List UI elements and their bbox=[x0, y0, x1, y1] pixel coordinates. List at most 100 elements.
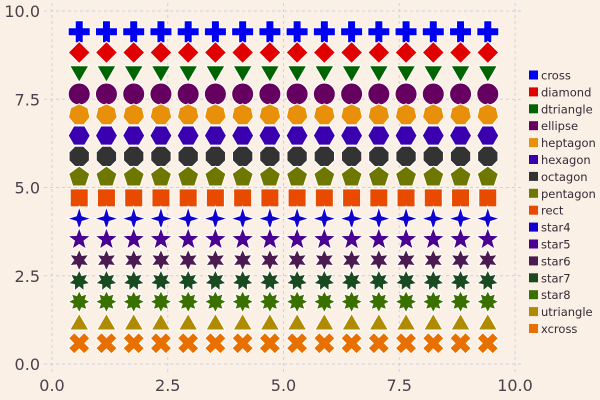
legend-label: star7 bbox=[541, 271, 571, 285]
diamond-point bbox=[367, 40, 391, 65]
legend-swatch-star7 bbox=[529, 273, 538, 283]
star6-point bbox=[477, 247, 499, 273]
star7-point bbox=[121, 268, 146, 292]
star5-point bbox=[120, 225, 147, 251]
rect-point bbox=[124, 188, 144, 208]
ellipse-point bbox=[449, 82, 473, 106]
ellipse-point bbox=[312, 82, 336, 106]
legend-swatch-hexagon bbox=[529, 155, 538, 164]
diamond-point bbox=[67, 40, 91, 65]
star8-point bbox=[148, 289, 174, 314]
star8-point bbox=[366, 289, 391, 314]
star5-point bbox=[284, 225, 310, 251]
legend-swatch-dtriangle bbox=[529, 104, 538, 114]
pentagon-point bbox=[313, 165, 336, 187]
star7-point bbox=[176, 268, 201, 292]
xcross-point bbox=[421, 331, 445, 355]
legend-label: pentagon bbox=[541, 187, 596, 201]
utriangle-point bbox=[150, 312, 172, 331]
heptagon-point bbox=[258, 103, 282, 126]
diamond-point bbox=[448, 40, 473, 65]
utriangle-point bbox=[96, 312, 117, 331]
legend-label: octagon bbox=[541, 170, 588, 184]
data-points bbox=[65, 20, 502, 355]
hexagon-point bbox=[367, 125, 391, 146]
utriangle-point bbox=[395, 312, 417, 331]
hexagon-point bbox=[176, 125, 200, 146]
dtriangle-point bbox=[232, 65, 254, 84]
x-tick-label: 10.0 bbox=[497, 376, 533, 395]
star8-point bbox=[94, 289, 119, 314]
rect-point bbox=[423, 188, 443, 208]
star5-point bbox=[338, 225, 365, 251]
pentagon-point bbox=[286, 165, 309, 187]
x-tick-label: 7.5 bbox=[387, 376, 412, 395]
star7-point bbox=[258, 268, 282, 292]
rect-point bbox=[478, 188, 498, 208]
legend-label: star5 bbox=[541, 238, 571, 252]
star5-point bbox=[311, 225, 338, 251]
star5-point bbox=[93, 225, 120, 251]
cross-point bbox=[94, 20, 118, 44]
diamond-point bbox=[285, 40, 309, 65]
star8-point bbox=[393, 289, 419, 314]
ellipse-point bbox=[394, 82, 418, 106]
legend-label: dtriangle bbox=[541, 102, 593, 116]
utriangle-point bbox=[232, 312, 254, 331]
octagon-point bbox=[204, 145, 227, 168]
octagon-point bbox=[422, 145, 444, 168]
dtriangle-point bbox=[313, 65, 335, 84]
star8-point bbox=[230, 289, 255, 314]
ellipse-point bbox=[67, 82, 91, 106]
dtriangle-point bbox=[259, 65, 281, 84]
pentagon-point bbox=[204, 165, 227, 187]
legend-swatch-star5 bbox=[529, 239, 538, 249]
ellipse-point bbox=[94, 82, 118, 106]
hexagon-point bbox=[285, 125, 309, 146]
hexagon-point bbox=[312, 125, 336, 146]
legend-label: cross bbox=[541, 69, 571, 83]
xcross-point bbox=[394, 331, 418, 355]
series-xcross bbox=[67, 331, 500, 355]
cross-point bbox=[449, 20, 473, 44]
heptagon-point bbox=[422, 103, 445, 126]
star7-point bbox=[394, 268, 418, 292]
octagon-point bbox=[395, 145, 417, 168]
star6-point bbox=[286, 247, 308, 273]
series-ellipse bbox=[67, 82, 500, 106]
hexagon-point bbox=[476, 125, 500, 146]
pentagon-point bbox=[367, 165, 390, 187]
pentagon-point bbox=[449, 165, 472, 187]
star5-point bbox=[202, 225, 229, 251]
cross-point bbox=[394, 20, 418, 44]
star5-point bbox=[393, 225, 419, 251]
star8-point bbox=[421, 289, 446, 314]
xcross-point bbox=[476, 331, 500, 355]
star7-point bbox=[230, 268, 255, 292]
dtriangle-point bbox=[205, 65, 226, 84]
utriangle-point bbox=[286, 312, 308, 331]
ellipse-point bbox=[367, 82, 391, 106]
ellipse-point bbox=[476, 82, 500, 106]
star7-point bbox=[421, 268, 446, 292]
series-dtriangle bbox=[68, 65, 499, 84]
cross-point bbox=[367, 20, 391, 44]
utriangle-point bbox=[177, 312, 199, 331]
star6-point bbox=[449, 247, 472, 273]
diamond-point bbox=[149, 40, 173, 65]
hexagon-point bbox=[122, 125, 146, 146]
xcross-point bbox=[204, 331, 227, 355]
dtriangle-point bbox=[395, 65, 417, 84]
legend-swatch-utriangle bbox=[529, 307, 538, 317]
star6-point bbox=[232, 247, 254, 273]
pentagon-point bbox=[476, 165, 499, 187]
star6-point bbox=[259, 247, 281, 273]
star5-point bbox=[474, 225, 501, 251]
hexagon-point bbox=[421, 125, 445, 146]
diamond-point bbox=[476, 40, 500, 65]
utriangle-point bbox=[259, 312, 281, 331]
heptagon-point bbox=[367, 103, 391, 126]
star6-point bbox=[68, 247, 90, 273]
octagon-point bbox=[95, 145, 118, 168]
